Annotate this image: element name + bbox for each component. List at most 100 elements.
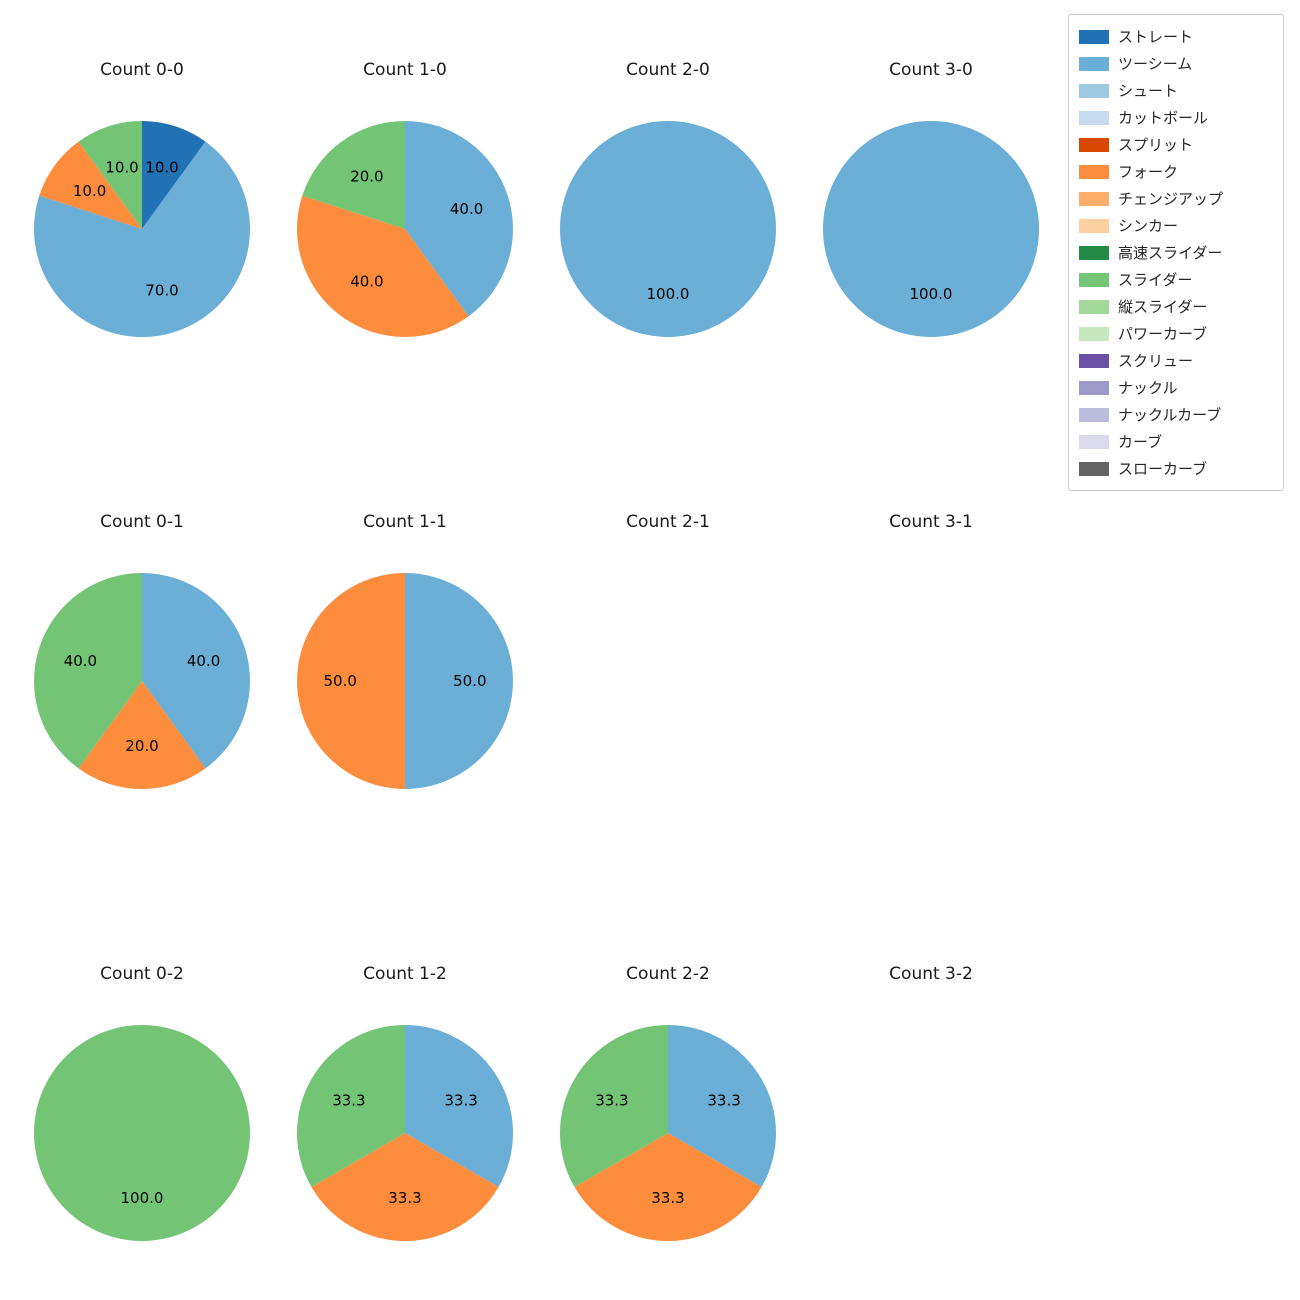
legend-item: チェンジアップ xyxy=(1079,185,1273,212)
legend-item: スローカーブ xyxy=(1079,455,1273,482)
pie-chart: 50.0 50.0 xyxy=(297,573,513,789)
pie-percent-label: 100.0 xyxy=(121,1189,164,1207)
legend-label: カーブ xyxy=(1118,433,1163,451)
legend-item: カットボール xyxy=(1079,104,1273,131)
legend-item: ナックル xyxy=(1079,374,1273,401)
legend-label: カットボール xyxy=(1118,109,1209,127)
pie-slice xyxy=(78,681,206,789)
pie-slice xyxy=(34,141,251,338)
chart-title: Count 2-1 xyxy=(626,512,710,532)
chart-cell-count-0-1: Count 0-1 40.0 20.0 40.0 xyxy=(32,510,252,791)
pie-slice xyxy=(302,121,405,229)
legend-item: スプリット xyxy=(1079,131,1273,158)
chart-cell-count-0-2: Count 0-2 100.0 xyxy=(32,962,252,1243)
pie-percent-label: 10.0 xyxy=(105,158,138,176)
legend-item: フォーク xyxy=(1079,158,1273,185)
pie-percent-label: 20.0 xyxy=(350,168,383,186)
legend-color-swatch xyxy=(1079,164,1109,179)
chart-cell-count-3-0: Count 3-0 100.0 xyxy=(821,58,1041,339)
legend-label: ツーシーム xyxy=(1118,55,1193,73)
legend-item: ツーシーム xyxy=(1079,50,1273,77)
legend-color-swatch xyxy=(1079,110,1109,125)
legend-label: スローカーブ xyxy=(1118,460,1208,478)
chart-cell-count-2-0: Count 2-0 100.0 xyxy=(558,58,778,339)
legend-label: フォーク xyxy=(1118,163,1179,181)
legend-label: ナックルカーブ xyxy=(1118,406,1222,424)
pie-slice xyxy=(34,573,143,769)
chart-cell-count-2-1: Count 2-1 xyxy=(558,510,778,791)
chart-title: Count 0-1 xyxy=(100,512,184,532)
pie-percent-label: 33.3 xyxy=(651,1189,684,1207)
pie-slice xyxy=(297,1025,405,1187)
legend-color-swatch xyxy=(1079,326,1109,341)
pie-slice xyxy=(297,573,405,789)
pie-slice xyxy=(297,195,469,337)
legend-color-swatch xyxy=(1079,56,1109,71)
legend-color-swatch xyxy=(1079,137,1109,152)
pie-percent-label: 40.0 xyxy=(450,200,483,218)
chart-title: Count 3-2 xyxy=(889,964,973,984)
pie-percent-label: 70.0 xyxy=(145,282,178,300)
pie-slice xyxy=(142,121,206,229)
legend-color-swatch xyxy=(1079,83,1109,98)
pie-slice xyxy=(39,141,142,229)
legend-label: ナックル xyxy=(1118,379,1178,397)
pie-percent-label: 100.0 xyxy=(647,285,690,303)
legend-color-swatch xyxy=(1079,353,1109,368)
pie-percent-label: 10.0 xyxy=(145,158,178,176)
legend-item: シンカー xyxy=(1079,212,1273,239)
legend-label: スライダー xyxy=(1118,271,1193,289)
pie-percent-label: 50.0 xyxy=(453,672,486,690)
pie-chart: 40.0 20.0 40.0 xyxy=(34,573,250,789)
legend-label: チェンジアップ xyxy=(1118,190,1224,208)
legend-label: スプリット xyxy=(1118,136,1194,154)
legend-label: 縦スライダー xyxy=(1118,298,1208,316)
pie-chart xyxy=(821,571,1041,791)
pie-percent-label: 33.3 xyxy=(595,1092,628,1110)
legend-color-swatch xyxy=(1079,218,1109,233)
pie-slice xyxy=(823,121,1039,337)
legend-label: 高速スライダー xyxy=(1118,244,1223,262)
legend-color-swatch xyxy=(1079,380,1109,395)
legend-item: パワーカーブ xyxy=(1079,320,1273,347)
pie-slice xyxy=(34,1025,250,1241)
pie-slice xyxy=(405,573,513,789)
pie-percent-label: 50.0 xyxy=(323,672,356,690)
legend-color-swatch xyxy=(1079,245,1109,260)
pie-percent-label: 40.0 xyxy=(64,652,97,670)
legend-item: スクリュー xyxy=(1079,347,1273,374)
pie-chart: 33.3 33.3 33.3 xyxy=(560,1025,776,1241)
pie-percent-label: 33.3 xyxy=(388,1189,421,1207)
chart-cell-count-1-1: Count 1-1 50.0 50.0 xyxy=(295,510,515,791)
chart-title: Count 1-1 xyxy=(363,512,447,532)
pie-percent-label: 33.3 xyxy=(444,1092,477,1110)
chart-cell-count-3-1: Count 3-1 xyxy=(821,510,1041,791)
pie-percent-label: 40.0 xyxy=(187,652,220,670)
legend-color-swatch xyxy=(1079,407,1109,422)
pie-slice xyxy=(311,1133,499,1241)
pie-chart: 33.3 33.3 33.3 xyxy=(297,1025,513,1241)
pie-chart: 40.0 40.0 20.0 xyxy=(297,121,513,337)
legend: ストレートツーシームシュートカットボール スプリットフォークチェンジアップ シンカー… xyxy=(1068,14,1284,491)
legend-item: ナックルカーブ xyxy=(1079,401,1273,428)
legend-color-swatch xyxy=(1079,461,1109,476)
legend-item: ストレート xyxy=(1079,23,1273,50)
pie-chart xyxy=(821,1023,1041,1243)
legend-item: シュート xyxy=(1079,77,1273,104)
pie-slice xyxy=(78,121,142,229)
pie-slice xyxy=(560,1025,668,1187)
legend-label: ストレート xyxy=(1118,28,1194,46)
chart-cell-count-0-0: Count 0-0 10.0 70.0 10.0 10.0 xyxy=(32,58,252,339)
legend-label: シンカー xyxy=(1118,217,1179,235)
pie-chart: 100.0 xyxy=(34,1025,250,1241)
chart-title: Count 0-0 xyxy=(100,60,184,80)
pie-slice xyxy=(560,121,776,337)
legend-item: 高速スライダー xyxy=(1079,239,1273,266)
pie-slice xyxy=(142,573,250,769)
pie-percent-label: 20.0 xyxy=(125,737,158,755)
pie-slice xyxy=(405,121,513,317)
legend-item: スライダー xyxy=(1079,266,1273,293)
chart-title: Count 2-2 xyxy=(626,964,710,984)
pie-chart: 10.0 70.0 10.0 10.0 xyxy=(34,121,251,338)
